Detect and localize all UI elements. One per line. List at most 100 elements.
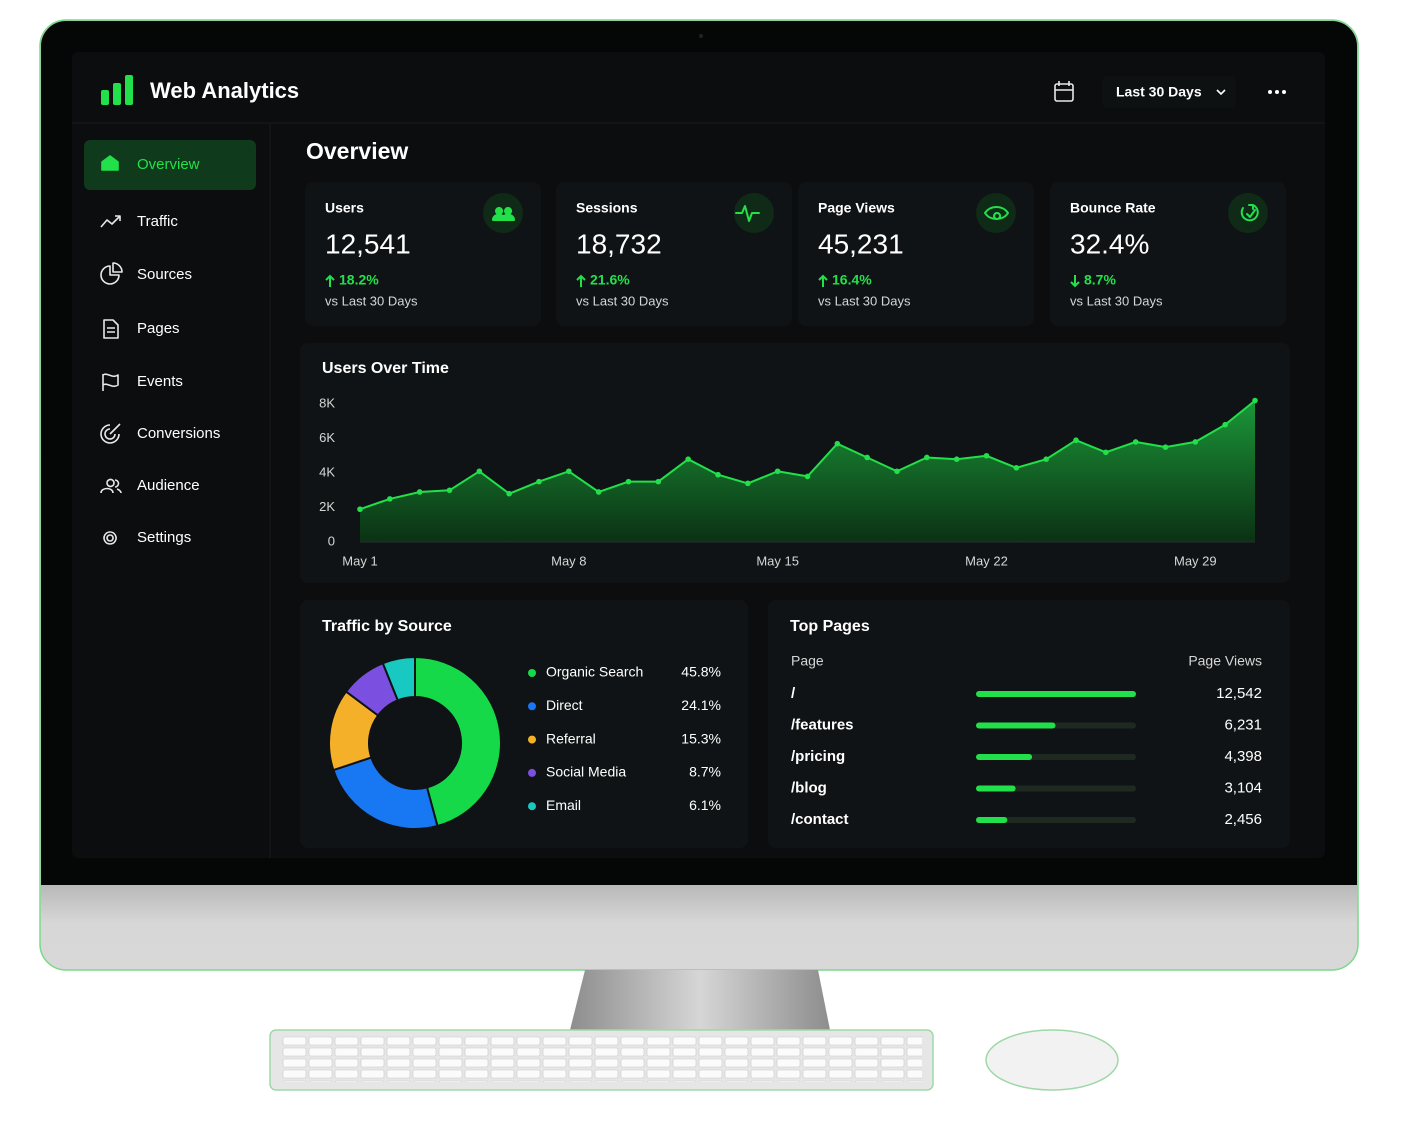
point bbox=[715, 471, 721, 478]
point bbox=[387, 496, 393, 502]
bar bbox=[976, 817, 1008, 823]
chart-title: Traffic by Source bbox=[322, 618, 452, 635]
point bbox=[446, 487, 453, 494]
legend-dot bbox=[528, 735, 536, 744]
kpi-value: 12,541 bbox=[325, 228, 411, 259]
trend-arrow bbox=[1070, 275, 1080, 288]
kpi-icon-bg bbox=[483, 193, 523, 233]
point bbox=[1252, 397, 1258, 404]
bar bbox=[976, 754, 1033, 760]
nav-icon bbox=[100, 478, 122, 494]
area bbox=[360, 400, 1255, 542]
kpi-card bbox=[798, 182, 1034, 326]
pie-slice bbox=[414, 655, 502, 828]
x-tick-label: May 15 bbox=[756, 553, 799, 568]
value-label: 8.7% bbox=[689, 764, 721, 780]
page-path[interactable]: /blog bbox=[791, 779, 827, 796]
kpi-comparison: vs Last 30 Days bbox=[576, 293, 669, 308]
x-tick-label: May 1 bbox=[342, 553, 377, 568]
nav-item[interactable]: Settings bbox=[137, 529, 191, 546]
y-tick-label: 4K bbox=[319, 464, 335, 479]
page-path[interactable]: /pricing bbox=[791, 748, 845, 765]
bar bbox=[976, 785, 1016, 792]
y-tick-label: 8K bbox=[319, 395, 335, 410]
bar-track bbox=[976, 817, 1136, 823]
keyboard-keys bbox=[282, 1036, 922, 1082]
page-path[interactable]: / bbox=[791, 685, 796, 702]
point bbox=[506, 490, 512, 497]
point bbox=[774, 468, 781, 475]
date-range-select[interactable] bbox=[1102, 76, 1236, 108]
nav-item[interactable]: Audience bbox=[137, 477, 200, 494]
value-label: 24.1% bbox=[681, 697, 721, 713]
column-header: Page bbox=[791, 653, 824, 669]
logo bbox=[101, 90, 109, 105]
kpi-change: 21.6% bbox=[590, 272, 630, 288]
point bbox=[1192, 439, 1199, 445]
x-tick-label: May 22 bbox=[965, 553, 1008, 568]
calendar-button[interactable] bbox=[1054, 81, 1074, 102]
page-path[interactable]: /contact bbox=[791, 811, 849, 828]
legend-label: Email bbox=[546, 797, 581, 813]
kpi-card bbox=[1050, 182, 1286, 326]
nav-item[interactable]: Pages bbox=[137, 320, 180, 337]
nav-icon bbox=[100, 262, 123, 285]
point bbox=[595, 489, 602, 495]
bar-track bbox=[976, 785, 1136, 792]
point bbox=[745, 480, 751, 487]
nav-item[interactable]: Events bbox=[137, 373, 183, 390]
x-tick-label: May 8 bbox=[551, 553, 586, 568]
legend-label: Direct bbox=[546, 697, 583, 713]
point bbox=[1013, 465, 1020, 471]
more-menu[interactable] bbox=[1268, 90, 1286, 94]
point bbox=[536, 478, 542, 485]
logo bbox=[125, 75, 133, 105]
chart-title: Top Pages bbox=[790, 618, 870, 635]
nav-item[interactable]: Overview bbox=[137, 156, 200, 173]
legend-dot bbox=[528, 802, 536, 811]
nav-icon bbox=[101, 155, 119, 171]
point bbox=[1222, 421, 1228, 428]
nav-item[interactable]: Sources bbox=[137, 266, 192, 283]
kpi-comparison: vs Last 30 Days bbox=[818, 293, 911, 308]
trend-arrow bbox=[818, 274, 828, 287]
nav-active-bg bbox=[84, 140, 256, 190]
monitor-stand bbox=[570, 970, 830, 1030]
point bbox=[1132, 439, 1139, 445]
kpi-icon-bg bbox=[1228, 193, 1268, 233]
content: Overview Traffic Sources Pages Events Convers… bbox=[84, 140, 1286, 830]
page-title: Overview bbox=[306, 138, 408, 164]
point bbox=[625, 478, 632, 485]
kpi-change: 8.7% bbox=[1084, 272, 1116, 288]
kpi-comparison: vs Last 30 Days bbox=[1070, 293, 1163, 308]
nav-item[interactable]: Traffic bbox=[137, 213, 178, 230]
mouse bbox=[985, 1029, 1119, 1091]
nav-icon bbox=[103, 531, 117, 545]
column-header: Page Views bbox=[1188, 653, 1262, 669]
point bbox=[566, 468, 572, 475]
chart-title: Users Over Time bbox=[322, 360, 449, 377]
bar bbox=[976, 691, 1136, 697]
legend-label: Referral bbox=[546, 730, 596, 746]
point bbox=[983, 452, 990, 459]
page-path[interactable]: /features bbox=[791, 716, 854, 733]
kpi-icon bbox=[492, 207, 515, 221]
point bbox=[804, 473, 811, 480]
y-tick-label: 2K bbox=[319, 499, 335, 514]
kpi-comparison: vs Last 30 Days bbox=[325, 293, 418, 308]
kpi-value: 32.4% bbox=[1070, 228, 1149, 259]
point bbox=[834, 440, 841, 447]
legend-label: Social Media bbox=[546, 764, 626, 780]
value-label: 12,542 bbox=[1216, 685, 1262, 702]
point bbox=[476, 468, 483, 475]
trend-arrow bbox=[325, 274, 335, 287]
bar bbox=[976, 722, 1056, 729]
point bbox=[1103, 449, 1109, 456]
nav-icon bbox=[102, 373, 119, 391]
pie-slice bbox=[381, 655, 416, 702]
kpi-value: 18,732 bbox=[576, 228, 662, 259]
kpi-card bbox=[305, 182, 541, 326]
point bbox=[864, 454, 870, 461]
nav-item[interactable]: Conversions bbox=[137, 425, 220, 442]
